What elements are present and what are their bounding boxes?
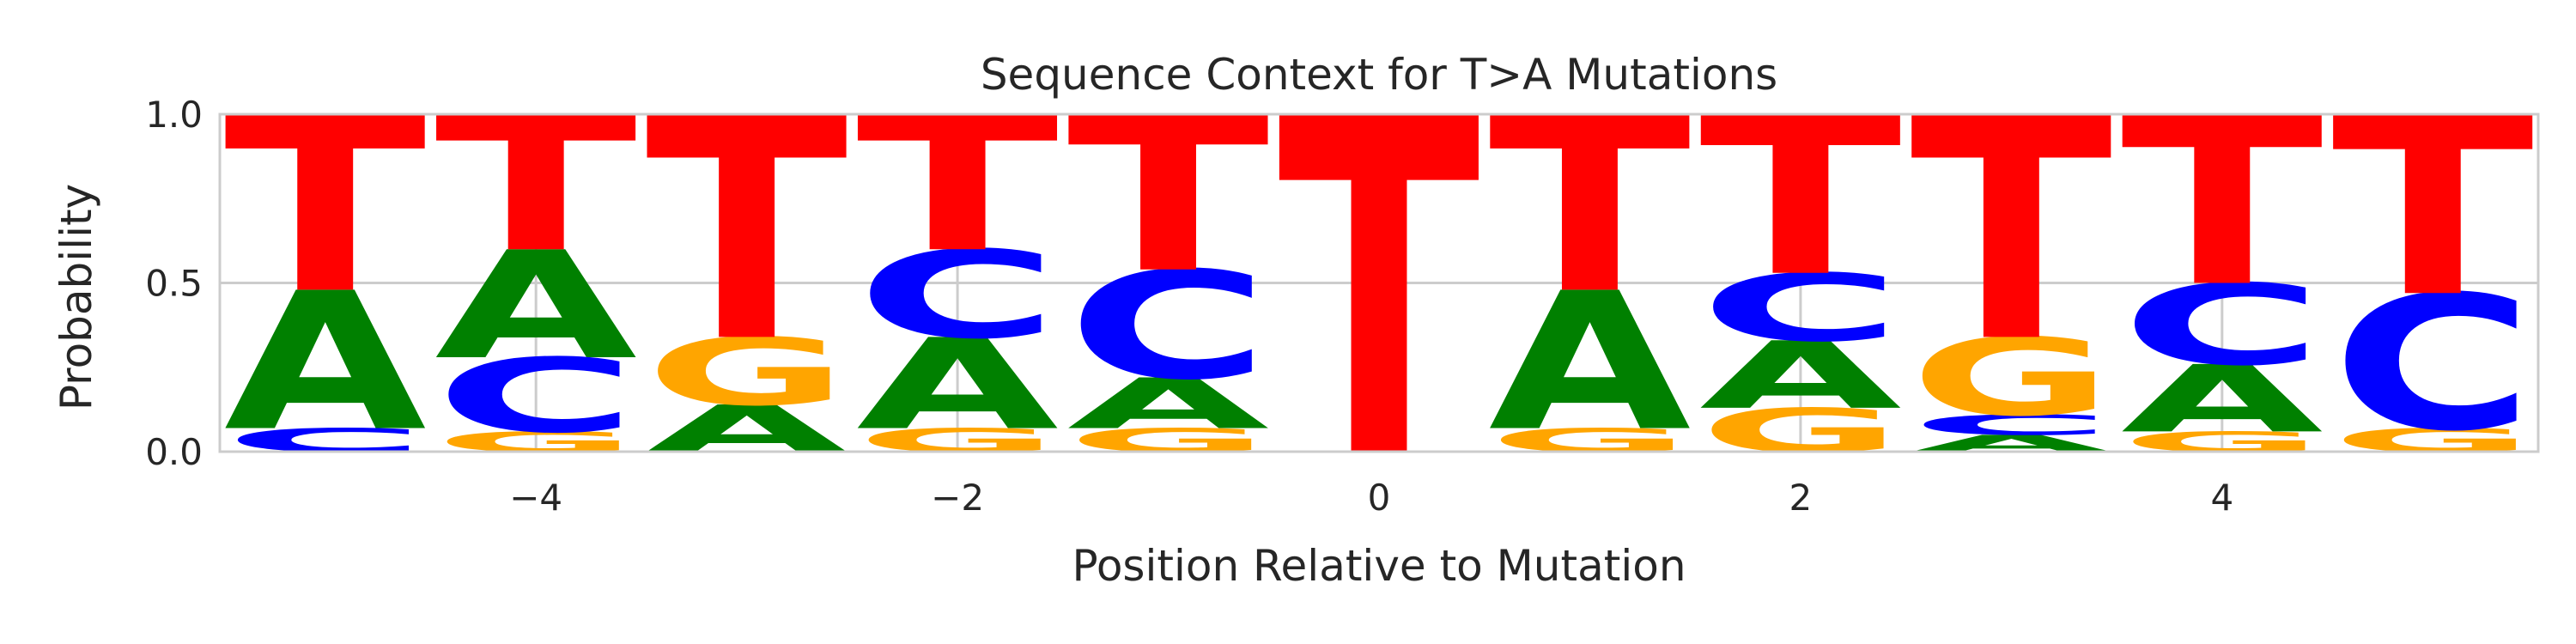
x-tick-label: −2 [931,477,984,519]
y-tick-label: 0.0 [145,431,203,473]
logo-letter-A: A [2121,345,2324,453]
logo-letter-C: C [1911,409,2113,441]
logo-letter-T: T [224,67,428,347]
x-tick-label: 2 [1789,477,1813,519]
logo-letter-C: C [856,226,1059,366]
logo-letter-T: T [1067,72,1271,320]
logo-letter-C: C [2121,261,2324,391]
x-tick-label: 4 [2210,477,2233,519]
x-tick-label: 0 [1368,477,1391,519]
logo-letter-T: T [2121,69,2324,338]
logo-letter-C: C [2331,257,2534,472]
logo-letter-G: G [1699,396,1902,466]
logo-letter-G: G [1489,422,1692,459]
logo-letter-T: T [1699,71,1903,324]
logo-letter-G: G [856,422,1059,459]
logo-letter-T: T [646,54,849,410]
logo-letter-G: G [2331,422,2534,459]
logo-letter-A: A [646,392,848,467]
x-axis-label: Position Relative to Mutation [1072,541,1686,591]
y-tick-label: 1.0 [145,94,203,136]
chart-title: Sequence Context for T>A Mutations [981,50,1777,100]
x-tick-label: −4 [509,477,562,519]
logo-letter-G: G [1067,422,1270,459]
logo-letter-C: C [1699,255,1902,362]
logo-letter-G: G [1911,316,2113,440]
logo-letter-G: G [646,319,848,427]
logo-letter-T: T [856,77,1060,293]
plot-frame [218,112,2540,453]
logo-letter-T: T [1911,54,2114,410]
logo-letter-A: A [434,220,637,392]
logo-letter-A: A [856,313,1059,458]
y-axis-label: Probability [52,184,101,410]
logo-letter-A: A [1489,252,1693,473]
logo-letter-C: C [224,422,427,459]
axes-frame [218,112,2540,453]
logo-letter-C: C [1067,240,1270,413]
logo-letter-T: T [1489,67,1692,347]
logo-letter-T: T [2331,65,2535,351]
y-tick-label: 0.5 [145,263,203,305]
logo-letter-A: A [224,252,428,473]
logo-letter-T: T [434,77,638,293]
logo-letter-A: A [1699,322,1902,430]
logo-letter-T: T [1278,22,1481,562]
tick-labels: −4 −2 0 2 4 0.0 0.5 1.0 [145,94,2233,519]
logo-letter-C: C [434,337,637,456]
logo-letter-A: A [1067,363,1270,444]
